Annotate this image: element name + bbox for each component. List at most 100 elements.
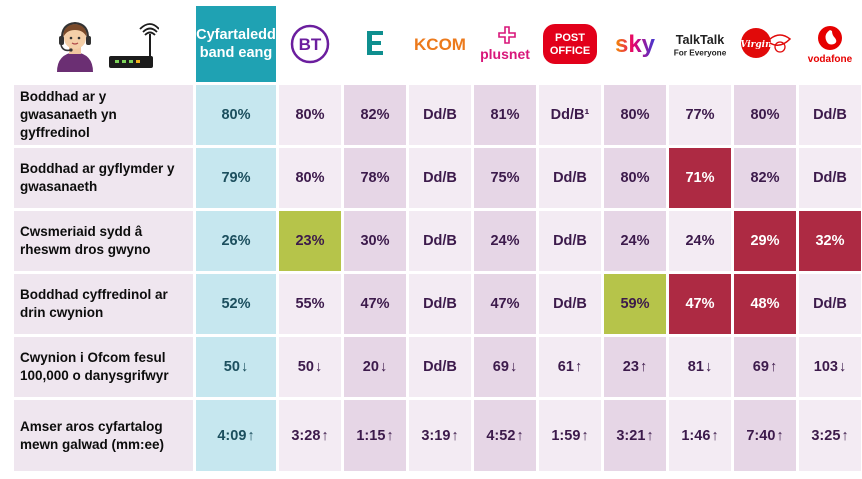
trend-arrow-icon: ↑: [646, 427, 654, 444]
value-text: Dd/B¹: [550, 107, 590, 123]
value-cell-kcom: Dd/B: [409, 211, 471, 271]
value-cell-vodafone: 3:25 ↑: [799, 400, 861, 471]
value-cell-vodafone: Dd/B: [799, 274, 861, 334]
svg-text:For Everyone: For Everyone: [674, 49, 727, 58]
value-cell-bt: 80%: [279, 85, 341, 145]
average-header-line1: Cyfartaledd: [196, 27, 276, 43]
trend-arrow-icon: ↑: [769, 359, 778, 375]
provider-header-ee: [344, 6, 406, 82]
value-text: Dd/B: [813, 170, 847, 186]
svg-text:POST: POST: [555, 32, 585, 44]
provider-header-sky: sky: [604, 6, 666, 82]
average-value: 80%: [221, 107, 251, 123]
talktalk-logo: TalkTalk For Everyone: [674, 33, 727, 58]
plusnet-logo: plusnet: [480, 26, 530, 62]
trend-arrow-icon: ↑: [841, 427, 849, 444]
value-text: 47%: [685, 296, 715, 312]
value-text: Dd/B: [423, 233, 457, 249]
post-office-logo: POST OFFICE: [543, 24, 597, 64]
value-cell-virgin: 82%: [734, 148, 796, 208]
value-text: 103: [813, 359, 838, 375]
value-text: 23: [622, 359, 639, 375]
value-text: 69: [752, 359, 769, 375]
value-cell-plusnet: 81%: [474, 85, 536, 145]
svg-text:TalkTalk: TalkTalk: [676, 33, 724, 47]
value-cell-talktalk: 1:46 ↑: [669, 400, 731, 471]
provider-header-vodafone: vodafone: [799, 6, 861, 82]
provider-header-post-office: POST OFFICE: [539, 6, 601, 82]
svg-text:KCOM: KCOM: [414, 35, 466, 54]
value-cell-sky: 80%: [604, 85, 666, 145]
value-text: 24%: [620, 233, 650, 249]
value-cell-sky: 24%: [604, 211, 666, 271]
value-text: 82%: [750, 170, 780, 186]
value-cell-sky: 80%: [604, 148, 666, 208]
value-cell-virgin: 29%: [734, 211, 796, 271]
value-text: 30%: [360, 233, 390, 249]
value-text: Dd/B: [423, 296, 457, 312]
value-text: 3:19: [421, 427, 451, 444]
trend-arrow-icon: ↑: [776, 427, 784, 444]
row-label: Boddhad cyffredinol ar drin cwynion: [14, 274, 193, 334]
value-text: Dd/B: [813, 107, 847, 123]
value-cell-ee: 1:15 ↑: [344, 400, 406, 471]
row-label: Boddhad ar gyflymder y gwasanaeth: [14, 148, 193, 208]
value-text: 61: [557, 359, 574, 375]
value-cell-talktalk: 81 ↓: [669, 337, 731, 397]
value-cell-ee: 20 ↓: [344, 337, 406, 397]
value-cell-talktalk: 77%: [669, 85, 731, 145]
value-cell-kcom: Dd/B: [409, 85, 471, 145]
svg-text:Virgin: Virgin: [740, 40, 771, 50]
value-text: 1:15: [356, 427, 386, 444]
trend-arrow-icon: ↓: [240, 359, 249, 375]
provider-header-plusnet: plusnet: [474, 6, 536, 82]
value-text: 47%: [490, 296, 520, 312]
trend-arrow-icon: ↓: [838, 359, 847, 375]
value-cell-sky: 59%: [604, 274, 666, 334]
trend-arrow-icon: ↑: [451, 427, 459, 444]
value-text: 1:59: [551, 427, 581, 444]
value-text: 29%: [750, 233, 780, 249]
svg-text:BT: BT: [299, 35, 322, 54]
average-value: 50: [223, 359, 240, 375]
value-cell-plusnet: 24%: [474, 211, 536, 271]
value-text: 80%: [750, 107, 780, 123]
trend-arrow-icon: ↓: [704, 359, 713, 375]
provider-header-kcom: KCOM: [409, 6, 471, 82]
value-text: 69: [492, 359, 509, 375]
value-text: Dd/B: [423, 170, 457, 186]
virgin-logo: Virgin: [740, 28, 792, 58]
value-text: 23%: [295, 233, 325, 249]
average-value: 52%: [221, 296, 251, 312]
average-value-cell: 79%: [196, 148, 276, 208]
average-value-cell: 52%: [196, 274, 276, 334]
customer-service-router-icon: [56, 21, 159, 72]
value-text: 78%: [360, 170, 390, 186]
value-cell-virgin: 48%: [734, 274, 796, 334]
value-cell-post-office: Dd/B: [539, 274, 601, 334]
average-value: 79%: [221, 170, 251, 186]
average-header-line2: band eang: [199, 45, 273, 61]
value-text: 3:28: [291, 427, 321, 444]
bt-logo: BT: [290, 24, 330, 64]
average-value-cell: 4:09 ↑: [196, 400, 276, 471]
value-cell-vodafone: 103 ↓: [799, 337, 861, 397]
trend-arrow-icon: ↓: [509, 359, 518, 375]
trend-arrow-icon: ↑: [581, 427, 589, 444]
value-cell-bt: 3:28 ↑: [279, 400, 341, 471]
value-text: 80%: [295, 170, 325, 186]
trend-arrow-icon: ↑: [516, 427, 524, 444]
value-text: 7:40: [746, 427, 776, 444]
value-text: 80%: [620, 170, 650, 186]
value-cell-virgin: 7:40 ↑: [734, 400, 796, 471]
value-text: Dd/B: [813, 296, 847, 312]
svg-text:plusnet: plusnet: [480, 46, 530, 62]
value-cell-post-office: Dd/B¹: [539, 85, 601, 145]
value-cell-sky: 23 ↑: [604, 337, 666, 397]
average-value-cell: 50 ↓: [196, 337, 276, 397]
trend-arrow-icon: ↑: [321, 427, 329, 444]
trend-arrow-icon: ↑: [639, 359, 648, 375]
value-cell-talktalk: 47%: [669, 274, 731, 334]
trend-arrow-icon: ↑: [247, 427, 255, 444]
value-cell-talktalk: 24%: [669, 211, 731, 271]
